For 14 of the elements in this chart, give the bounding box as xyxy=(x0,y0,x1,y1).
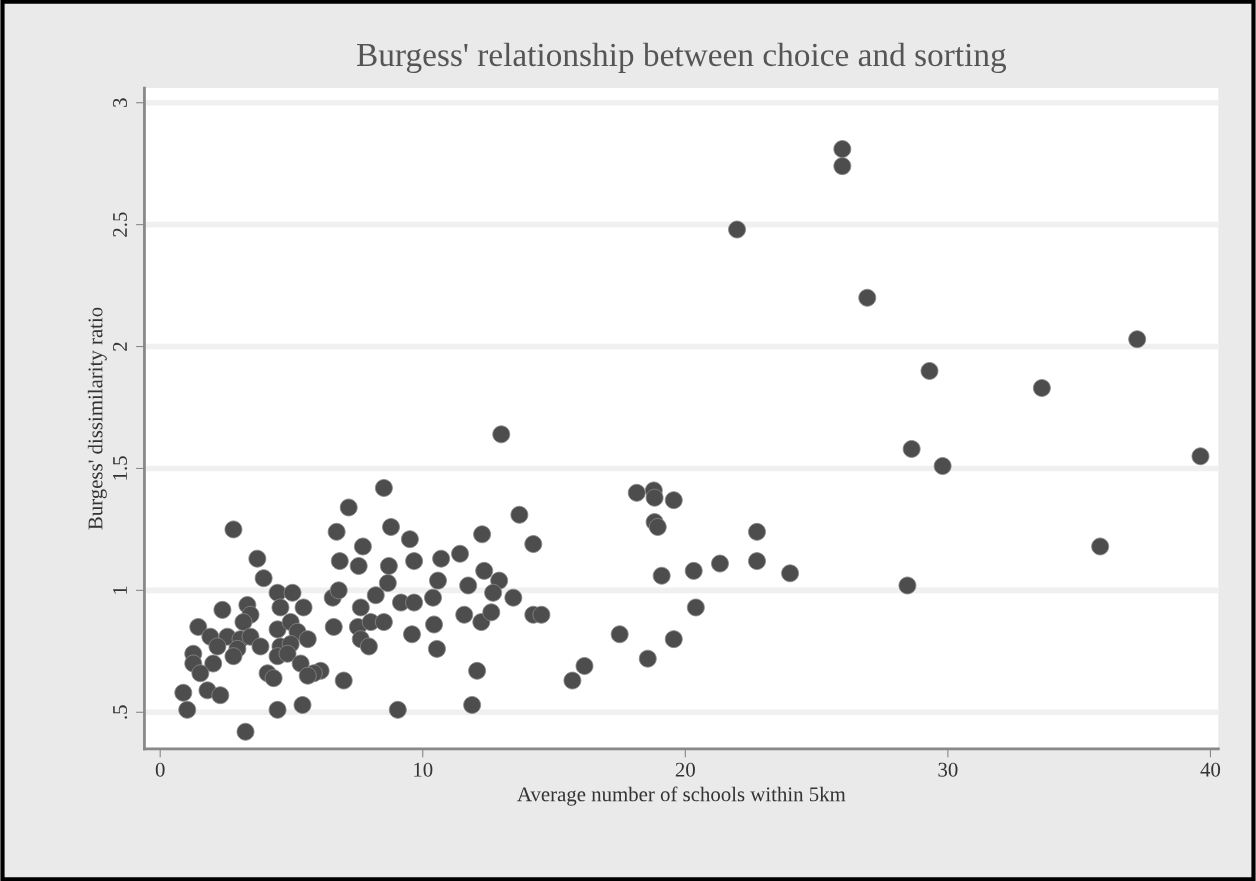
x-tick-label: 30 xyxy=(938,762,958,777)
chart-title: Burgess' relationship between choice and sorting xyxy=(357,42,1007,74)
y-tick-label: 2 xyxy=(113,342,127,351)
y-tick-label: 2.5 xyxy=(113,212,128,237)
x-tick-label: 20 xyxy=(675,762,695,777)
x-tick-label: 40 xyxy=(1200,762,1221,777)
x-tick-label: 0 xyxy=(155,762,165,777)
y-tick-label: 1 xyxy=(113,586,127,594)
y-tick-label: 3 xyxy=(113,98,128,107)
x-axis-title: Average number of schools within 5km xyxy=(517,786,846,806)
x-tick-label: 10 xyxy=(414,762,433,777)
y-axis-title: Burgess' dissimilarity ratio xyxy=(87,307,107,530)
y-tick-label: .5 xyxy=(113,705,128,719)
y-tick-label: 1.5 xyxy=(113,456,128,480)
